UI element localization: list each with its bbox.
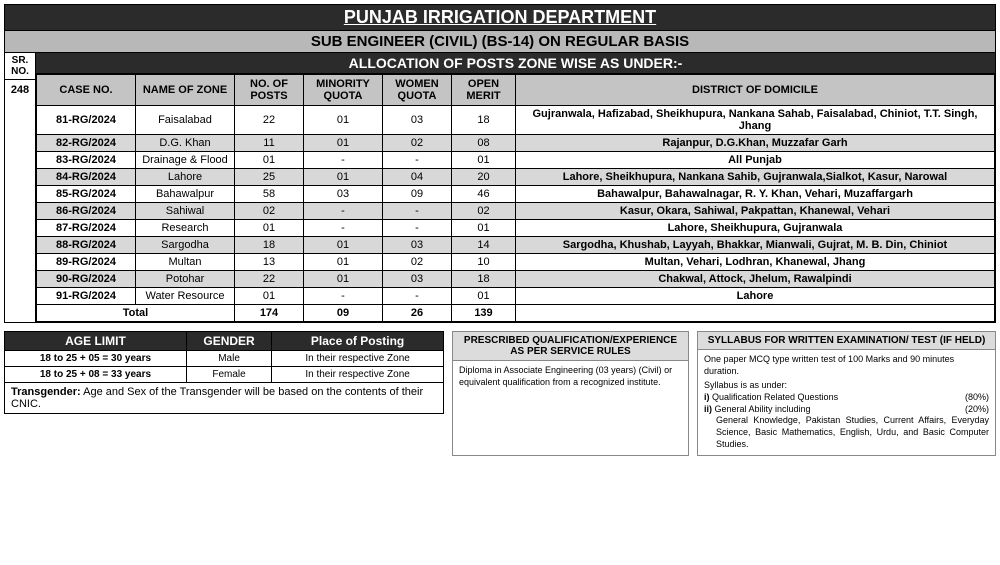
- col-header: NO. OF POSTS: [235, 75, 304, 106]
- col-header: DISTRICT OF DOMICILE: [516, 75, 995, 106]
- ag-row: 18 to 25 + 08 = 33 yearsFemaleIn their r…: [5, 367, 444, 383]
- table-row: 89-RG/2024Multan13010210Multan, Vehari, …: [37, 254, 995, 271]
- table-row: 86-RG/2024Sahiwal02--02Kasur, Okara, Sah…: [37, 203, 995, 220]
- sr-value: 248: [5, 80, 35, 100]
- col-header: MINORITY QUOTA: [304, 75, 383, 106]
- qualification-body: Diploma in Associate Engineering (03 yea…: [453, 361, 688, 392]
- allocation-header: ALLOCATION OF POSTS ZONE WISE AS UNDER:-: [36, 53, 995, 74]
- syllabus-body: One paper MCQ type written test of 100 M…: [698, 350, 995, 455]
- table-row: 87-RG/2024Research01--01Lahore, Sheikhup…: [37, 220, 995, 237]
- ag-header: Place of Posting: [272, 332, 444, 351]
- qualification-title: PRESCRIBED QUALIFICATION/EXPERIENCE AS P…: [453, 332, 688, 361]
- transgender-note: Transgender: Age and Sex of the Transgen…: [4, 383, 444, 414]
- department-header: PUNJAB IRRIGATION DEPARTMENT: [4, 4, 996, 31]
- table-row: 84-RG/2024Lahore25010420Lahore, Sheikhup…: [37, 169, 995, 186]
- post-title-header: SUB ENGINEER (CIVIL) (BS-14) ON REGULAR …: [4, 31, 996, 53]
- ag-row: 18 to 25 + 05 = 30 yearsMaleIn their res…: [5, 351, 444, 367]
- sr-number-column: SR.NO. 248: [5, 53, 36, 322]
- table-row: 88-RG/2024Sargodha18010314Sargodha, Khus…: [37, 237, 995, 254]
- age-gender-block: AGE LIMITGENDERPlace of Posting 18 to 25…: [4, 331, 444, 456]
- total-row: Total1740926139: [37, 305, 995, 322]
- syllabus-box: SYLLABUS FOR WRITTEN EXAMINATION/ TEST (…: [697, 331, 996, 456]
- syllabus-title: SYLLABUS FOR WRITTEN EXAMINATION/ TEST (…: [698, 332, 995, 350]
- posts-table: CASE NO.NAME OF ZONENO. OF POSTSMINORITY…: [36, 74, 995, 322]
- col-header: CASE NO.: [37, 75, 136, 106]
- document-container: PUNJAB IRRIGATION DEPARTMENT SUB ENGINEE…: [4, 4, 996, 456]
- table-row: 90-RG/2024Potohar22010318Chakwal, Attock…: [37, 271, 995, 288]
- col-header: NAME OF ZONE: [136, 75, 235, 106]
- ag-header: AGE LIMIT: [5, 332, 187, 351]
- table-row: 83-RG/2024Drainage & Flood01--01All Punj…: [37, 152, 995, 169]
- qualification-box: PRESCRIBED QUALIFICATION/EXPERIENCE AS P…: [452, 331, 689, 456]
- col-header: OPEN MERIT: [452, 75, 516, 106]
- table-row: 82-RG/2024D.G. Khan11010208Rajanpur, D.G…: [37, 135, 995, 152]
- table-row: 85-RG/2024Bahawalpur58030946Bahawalpur, …: [37, 186, 995, 203]
- table-row: 81-RG/2024Faisalabad22010318Gujranwala, …: [37, 106, 995, 135]
- ag-header: GENDER: [186, 332, 271, 351]
- col-header: WOMEN QUOTA: [383, 75, 452, 106]
- sr-head: SR.NO.: [5, 53, 35, 80]
- table-row: 91-RG/2024Water Resource01--01Lahore: [37, 288, 995, 305]
- age-gender-table: AGE LIMITGENDERPlace of Posting 18 to 25…: [4, 331, 444, 383]
